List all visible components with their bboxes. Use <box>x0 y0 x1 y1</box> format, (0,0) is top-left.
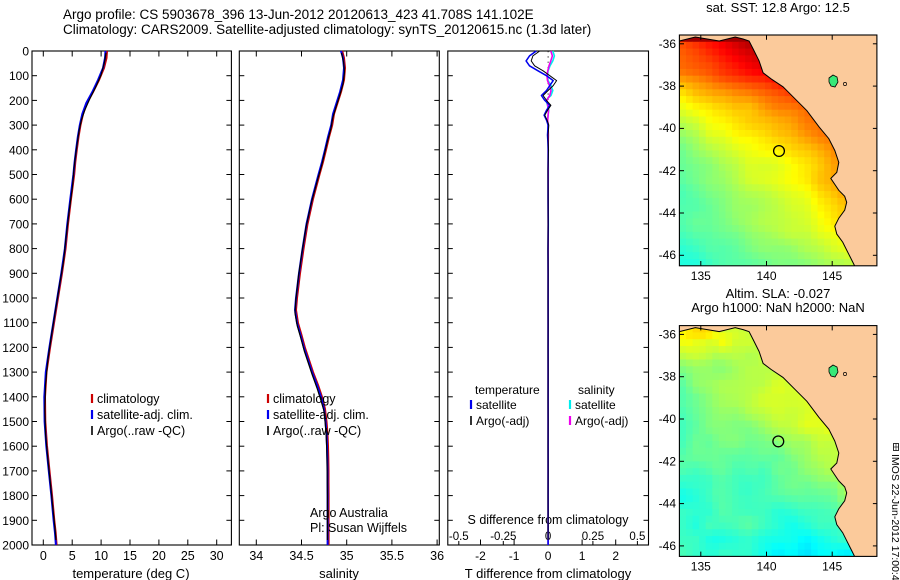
svg-text:satellite-adj. clim.: satellite-adj. clim. <box>273 408 369 422</box>
svg-text:145: 145 <box>822 269 842 283</box>
svg-text:Argo h1000: NaN h2000: NaN: Argo h1000: NaN h2000: NaN <box>691 300 864 315</box>
svg-text:satellite-adj. clim.: satellite-adj. clim. <box>97 408 193 422</box>
svg-text:1500: 1500 <box>2 415 29 429</box>
svg-text:-36: -36 <box>659 327 677 341</box>
svg-text:5: 5 <box>69 549 76 563</box>
svg-text:temperature: temperature <box>475 383 540 397</box>
svg-text:900: 900 <box>9 267 29 281</box>
svg-text:135: 135 <box>691 269 711 283</box>
svg-text:Argo profile: CS 5903678_396 1: Argo profile: CS 5903678_396 13-Jun-2012… <box>63 7 534 22</box>
svg-text:-44: -44 <box>659 206 677 220</box>
svg-text:1000: 1000 <box>2 292 29 306</box>
svg-text:10: 10 <box>94 549 108 563</box>
svg-text:20: 20 <box>152 549 166 563</box>
svg-text:-2: -2 <box>475 549 486 563</box>
svg-text:1800: 1800 <box>2 489 29 503</box>
svg-text:1700: 1700 <box>2 464 29 478</box>
svg-text:36: 36 <box>430 549 444 563</box>
svg-text:climatology: climatology <box>97 392 160 406</box>
svg-text:satellite: satellite <box>476 398 517 412</box>
svg-text:1300: 1300 <box>2 366 29 380</box>
svg-text:800: 800 <box>9 242 29 256</box>
svg-text:1400: 1400 <box>2 390 29 404</box>
svg-text:400: 400 <box>9 143 29 157</box>
svg-text:Argo Australia: Argo Australia <box>310 506 388 520</box>
svg-text:-46: -46 <box>659 248 677 262</box>
svg-text:-38: -38 <box>659 79 677 93</box>
svg-text:35: 35 <box>340 549 354 563</box>
svg-text:35.5: 35.5 <box>380 549 404 563</box>
svg-text:temperature (deg C): temperature (deg C) <box>72 566 189 580</box>
svg-text:2000: 2000 <box>2 539 29 553</box>
svg-text:1200: 1200 <box>2 341 29 355</box>
svg-text:-40: -40 <box>659 121 677 135</box>
svg-text:1900: 1900 <box>2 514 29 528</box>
svg-text:34: 34 <box>249 549 263 563</box>
svg-text:200: 200 <box>9 94 29 108</box>
svg-text:-36: -36 <box>659 37 677 51</box>
svg-text:-44: -44 <box>659 497 677 511</box>
svg-text:15: 15 <box>123 549 137 563</box>
svg-text:-40: -40 <box>659 412 677 426</box>
svg-text:500: 500 <box>9 168 29 182</box>
svg-text:Argo(-adj): Argo(-adj) <box>476 414 529 428</box>
svg-text:2: 2 <box>612 549 619 563</box>
svg-text:salinity: salinity <box>319 566 359 580</box>
svg-text:Altim. SLA: -0.027: Altim. SLA: -0.027 <box>726 286 831 301</box>
svg-text:-38: -38 <box>659 370 677 384</box>
svg-text:700: 700 <box>9 217 29 231</box>
svg-text:0: 0 <box>40 549 47 563</box>
svg-text:-1: -1 <box>509 549 520 563</box>
svg-text:145: 145 <box>822 560 842 574</box>
svg-text:T difference from climatology: T difference from climatology <box>465 566 632 580</box>
svg-text:140: 140 <box>756 269 776 283</box>
svg-text:30: 30 <box>210 549 224 563</box>
svg-text:salinity: salinity <box>578 383 615 397</box>
svg-text:34.5: 34.5 <box>289 549 313 563</box>
svg-text:Argo(..raw -QC): Argo(..raw -QC) <box>97 424 185 438</box>
svg-text:Argo(-adj): Argo(-adj) <box>575 414 628 428</box>
svg-text:-42: -42 <box>659 164 677 178</box>
svg-text:satellite: satellite <box>575 398 616 412</box>
svg-text:1600: 1600 <box>2 440 29 454</box>
svg-text:Argo(..raw -QC): Argo(..raw -QC) <box>273 424 361 438</box>
svg-text:sat. SST: 12.8 Argo: 12.5: sat. SST: 12.8 Argo: 12.5 <box>706 0 850 15</box>
svg-text:1100: 1100 <box>3 316 29 330</box>
svg-text:25: 25 <box>181 549 195 563</box>
svg-text:0: 0 <box>22 45 29 59</box>
svg-text:300: 300 <box>9 119 29 133</box>
svg-text:Pl: Susan Wijffels: Pl: Susan Wijffels <box>310 521 407 535</box>
svg-text:-42: -42 <box>659 454 677 468</box>
svg-text:Climatology: CARS2009. Satelli: Climatology: CARS2009. Satellite-adjuste… <box>63 22 591 37</box>
svg-text:135: 135 <box>691 560 711 574</box>
svg-text:1: 1 <box>579 549 586 563</box>
svg-text:0: 0 <box>545 549 552 563</box>
svg-text:climatology: climatology <box>273 392 336 406</box>
svg-text:-46: -46 <box>659 539 677 553</box>
svg-text:IMOS 22-Jun-2012 17:00:44: IMOS 22-Jun-2012 17:00:44 <box>889 454 900 580</box>
svg-text:100: 100 <box>9 69 29 83</box>
svg-text:600: 600 <box>9 193 29 207</box>
svg-text:140: 140 <box>756 560 776 574</box>
